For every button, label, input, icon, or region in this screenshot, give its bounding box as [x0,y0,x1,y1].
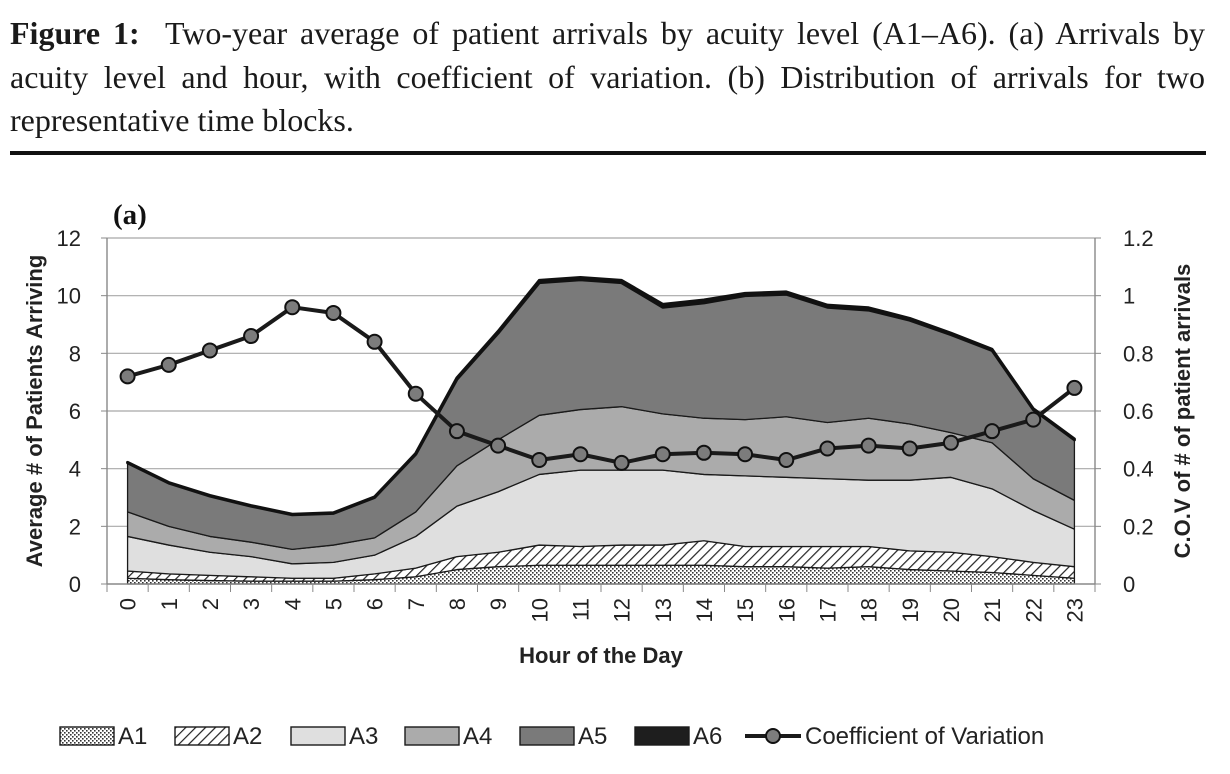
cov-point [572,446,589,463]
y-tick-label: 8 [69,341,81,366]
x-tick-label: 15 [733,598,758,622]
cov-point [860,437,877,454]
cov-point [901,440,918,457]
legend-swatch [404,726,460,746]
caption-text: Two-year average of patient arrivals by … [10,15,1206,139]
y2-tick-label: 0.2 [1123,514,1154,539]
x-tick-label: 12 [610,598,635,622]
cov-point [613,454,630,471]
y-tick-label: 2 [69,514,81,539]
legend-label: A3 [349,723,378,750]
cov-point [448,423,465,440]
caption-label: Figure 1: [10,15,140,51]
cov-point [654,446,671,463]
y-tick-label: 10 [57,284,81,309]
x-tick-label: 22 [1021,598,1046,622]
x-tick-label: 3 [239,598,264,610]
x-tick-label: 6 [363,598,388,610]
x-tick-label: 0 [116,598,141,610]
cov-point [407,385,424,402]
x-tick-label: 20 [939,598,964,622]
x-tick-label: 18 [857,598,882,622]
y-tick-label: 6 [69,399,81,424]
cov-point [366,333,383,350]
legend-label: A6 [693,723,722,750]
y-tick-label: 12 [57,226,81,251]
x-tick-label: 16 [774,598,799,622]
x-tick-label: 23 [1062,598,1087,622]
cov-point [243,328,260,345]
caption-rule [10,151,1206,155]
legend-swatch [634,726,690,746]
x-tick-label: 17 [815,598,840,622]
legend-swatch [174,726,230,746]
cov-point [1025,411,1042,428]
y2-tick-label: 0.6 [1123,399,1154,424]
cov-point [819,440,836,457]
y2-tick-label: 1.2 [1123,226,1154,251]
y-tick-label: 4 [69,457,81,482]
y2-tick-label: 0.8 [1123,341,1154,366]
legend: A1 A2 A3 A4 A5 A6 Coefficient of Variation [59,723,1044,750]
legend-label: A1 [118,723,147,750]
x-axis-title: Hour of the Day [519,643,684,668]
x-tick-label: 9 [486,598,511,610]
cov-point [778,452,795,469]
x-tick-label: 2 [198,598,223,610]
panel-label: (a) [113,199,147,231]
cov-point [531,452,548,469]
x-tick-label: 14 [692,598,717,622]
cov-point [942,434,959,451]
x-tick-label: 10 [527,598,552,622]
legend-swatch [59,726,115,746]
cov-point [1066,379,1083,396]
y-axis-title: Average # of Patients Arriving [22,255,47,568]
cov-point [984,423,1001,440]
x-tick-label: 4 [280,598,305,610]
y2-tick-label: 0.4 [1123,457,1154,482]
legend-swatch [290,726,346,746]
y2-axis-title: C.O.V of # of patient arrivals [1170,264,1195,559]
figure-caption: Figure 1: Two-year average of patient ar… [10,12,1205,143]
y2-tick-label: 0 [1123,572,1135,597]
cov-point [695,444,712,461]
legend-label: A2 [233,723,262,750]
y2-tick-label: 1 [1123,284,1135,309]
x-tick-label: 21 [980,598,1005,622]
legend-label: A4 [463,723,492,750]
y-tick-label: 0 [69,572,81,597]
area-series-a6 [126,276,1076,517]
x-tick-label: 1 [157,598,182,610]
arrivals-chart: 0 02 0.24 0.46 0.68 0.810 112 1.20 1 2 3 4 5 6 7 8 9 10 11… [22,199,1195,750]
legend-swatch [519,726,575,746]
cov-point [284,299,301,316]
legend-label: Coefficient of Variation [805,723,1044,750]
cov-point [119,368,136,385]
x-tick-label: 13 [651,598,676,622]
cov-point [160,356,177,373]
x-tick-label: 19 [898,598,923,622]
cov-point [325,304,342,321]
cov-point [201,342,218,359]
x-tick-label: 5 [321,598,346,610]
x-tick-label: 7 [404,598,429,610]
legend-cov-marker [765,728,781,744]
x-tick-label: 8 [445,598,470,610]
cov-point [737,446,754,463]
cov-point [490,437,507,454]
x-tick-label: 11 [568,598,593,621]
legend-label: A5 [578,723,607,750]
